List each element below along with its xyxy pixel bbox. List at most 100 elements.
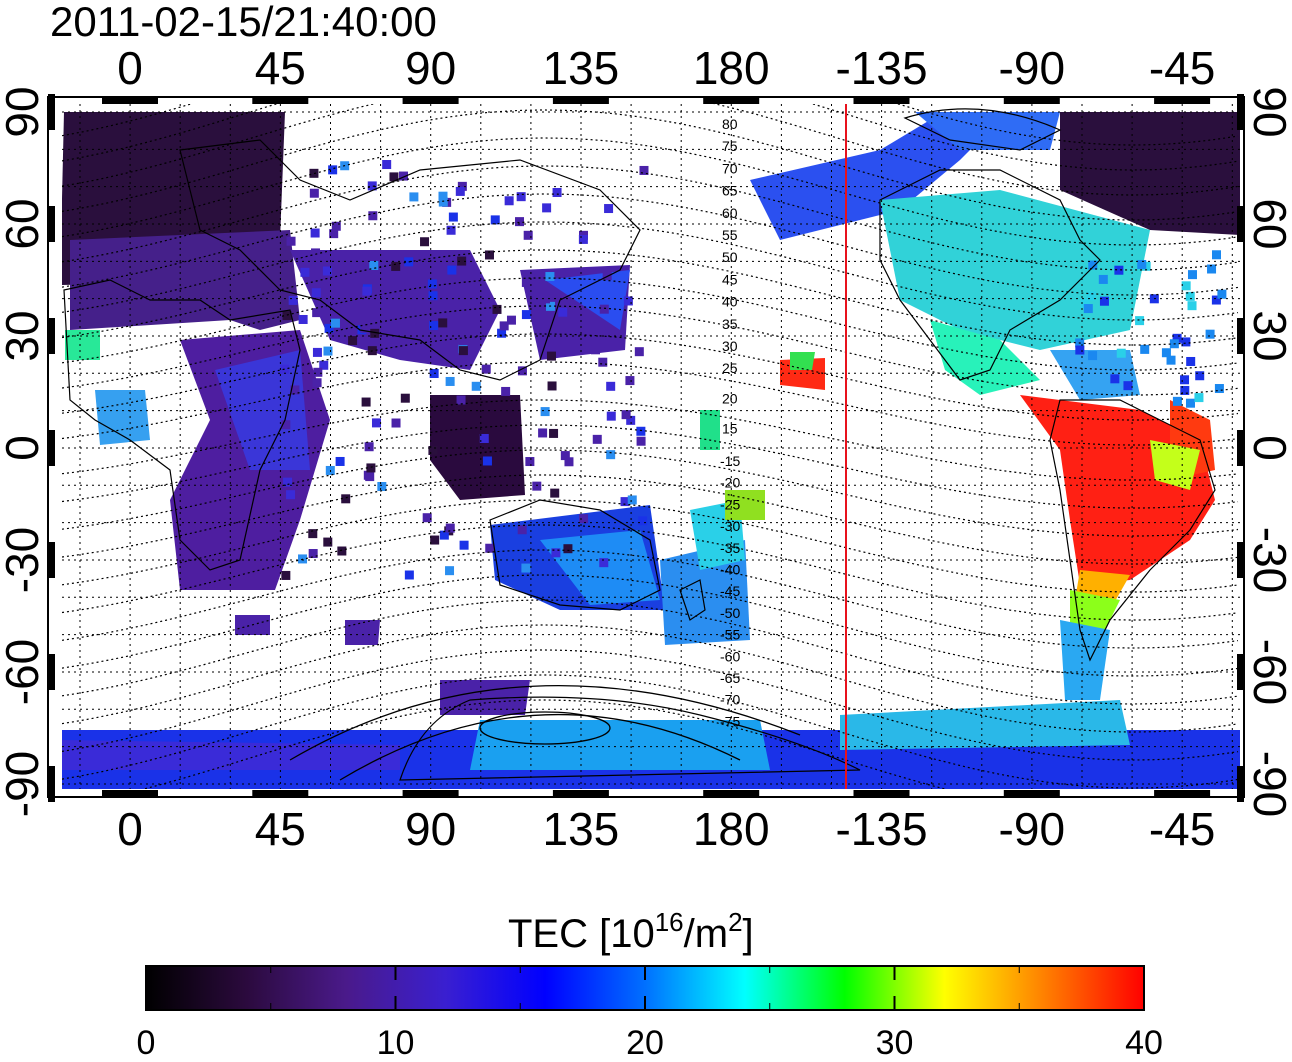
lon-tick-top: 180 bbox=[693, 42, 770, 94]
frame-tick-bar-bottom bbox=[1154, 790, 1211, 797]
contour-label: 45 bbox=[722, 271, 738, 287]
coastline bbox=[489, 499, 661, 611]
tec-data-cell bbox=[1083, 304, 1093, 314]
tec-data-patch bbox=[440, 680, 530, 715]
tec-data-cell bbox=[337, 546, 347, 556]
lat-tick-right: -30 bbox=[1244, 527, 1292, 593]
tec-data-patch bbox=[750, 120, 1000, 240]
lon-tick-bottom: -135 bbox=[835, 803, 927, 855]
tec-data-cell bbox=[545, 272, 555, 282]
contour-label: 65 bbox=[722, 183, 738, 199]
tec-data-cell bbox=[1114, 265, 1124, 275]
tec-data-cell bbox=[1194, 393, 1204, 403]
lon-tick-top: 135 bbox=[543, 42, 620, 94]
tec-data-cell bbox=[517, 525, 527, 535]
frame-tick-bar-left bbox=[48, 206, 55, 242]
tec-data-cell bbox=[389, 172, 399, 182]
tec-data-cell bbox=[623, 296, 633, 306]
contour-label: 80 bbox=[722, 116, 738, 132]
lat-tick-left: -30 bbox=[0, 527, 48, 593]
tec-data-patch bbox=[1060, 620, 1110, 700]
tec-data-cell bbox=[311, 248, 321, 258]
tec-data-cell bbox=[516, 192, 526, 202]
tec-data-cell bbox=[563, 544, 573, 554]
tec-data-patch bbox=[62, 740, 400, 770]
coastline bbox=[63, 279, 301, 571]
tec-data-cell bbox=[1217, 289, 1227, 299]
tec-data-cell bbox=[1110, 374, 1120, 384]
mag-lat-contour bbox=[62, 104, 1239, 196]
tec-data-patch bbox=[70, 230, 300, 330]
frame-tick-bar-left bbox=[48, 430, 55, 466]
tec-data-cell bbox=[1181, 337, 1191, 347]
tec-data-cell bbox=[625, 376, 635, 386]
tec-data-cell bbox=[492, 304, 502, 314]
tec-data-cell bbox=[446, 225, 456, 235]
tec-data-cell bbox=[281, 420, 291, 430]
tec-data-patch bbox=[290, 250, 500, 370]
tec-data-patch bbox=[65, 330, 100, 360]
tec-data-patch bbox=[840, 700, 1130, 750]
contour-label: -20 bbox=[720, 475, 740, 491]
tec-data-cell bbox=[329, 229, 339, 239]
frame-tick-bar-bottom bbox=[552, 790, 609, 797]
contour-label: -55 bbox=[720, 627, 740, 643]
contour-label: 35 bbox=[722, 316, 738, 332]
tec-data-cell bbox=[341, 494, 351, 504]
tec-data-cell bbox=[391, 261, 401, 271]
tec-data-cell bbox=[371, 418, 381, 428]
tec-data-cell bbox=[456, 395, 466, 405]
lon-tick-bottom: 0 bbox=[117, 803, 143, 855]
tec-data-cell bbox=[506, 315, 516, 325]
tec-data-cell bbox=[1214, 384, 1224, 394]
lat-tick-right: -90 bbox=[1244, 751, 1292, 817]
tec-data-cell bbox=[599, 304, 609, 314]
frame-tick-bar-top bbox=[1154, 97, 1211, 104]
lon-tick-bottom: 45 bbox=[255, 803, 306, 855]
tec-data-cell bbox=[458, 346, 468, 356]
tec-data-cell bbox=[1186, 356, 1196, 366]
tec-data-cell bbox=[1086, 291, 1096, 301]
tec-data-cell bbox=[1185, 291, 1195, 301]
lon-tick-top: -45 bbox=[1149, 42, 1215, 94]
tec-data-cell bbox=[471, 381, 481, 391]
mag-lat-contour-solid bbox=[289, 684, 801, 761]
tec-data-cell bbox=[476, 298, 486, 308]
tec-data-cell bbox=[322, 266, 332, 276]
contour-label: 20 bbox=[722, 390, 738, 406]
tec-data-cell bbox=[497, 328, 507, 338]
tec-data-cell bbox=[628, 549, 638, 559]
lon-tick-bottom: 90 bbox=[405, 803, 456, 855]
tec-data-patch bbox=[345, 620, 380, 645]
tec-data-cell bbox=[1137, 259, 1147, 269]
colorbar-label-sup2: 2 bbox=[728, 907, 742, 937]
contour-label: -50 bbox=[720, 605, 740, 621]
contour-label: -70 bbox=[720, 692, 740, 708]
tec-data-cell bbox=[281, 570, 291, 580]
mag-lat-contour bbox=[62, 333, 1239, 421]
contour-label: 30 bbox=[722, 338, 738, 354]
tec-data-cell bbox=[598, 357, 608, 367]
tec-data-cell bbox=[438, 318, 448, 328]
lon-tick-bottom: 135 bbox=[543, 803, 620, 855]
tec-data-patch bbox=[1150, 440, 1200, 490]
mag-lat-contour bbox=[62, 104, 1239, 171]
tec-data-cell bbox=[1166, 355, 1176, 365]
tec-data-patch bbox=[470, 720, 770, 770]
tec-data-cell bbox=[400, 393, 410, 403]
tec-data-cell bbox=[323, 346, 333, 356]
frame-tick-bar-right bbox=[1237, 318, 1244, 354]
tec-data-cell bbox=[363, 470, 373, 480]
tec-data-cell bbox=[312, 308, 322, 318]
frame-tick-bar-left bbox=[48, 542, 55, 578]
colorbar-tick-label: 30 bbox=[876, 1024, 914, 1057]
tec-data-cell bbox=[308, 549, 318, 559]
tec-data-cell bbox=[309, 188, 319, 198]
tec-data-cell bbox=[404, 570, 414, 580]
tec-data-patch bbox=[660, 540, 750, 645]
lat-tick-left: 60 bbox=[0, 198, 48, 249]
tec-data-cell bbox=[391, 418, 401, 428]
tec-data-cell bbox=[313, 367, 323, 377]
mag-lat-contour bbox=[62, 109, 1239, 221]
tec-data-cell bbox=[501, 386, 511, 396]
